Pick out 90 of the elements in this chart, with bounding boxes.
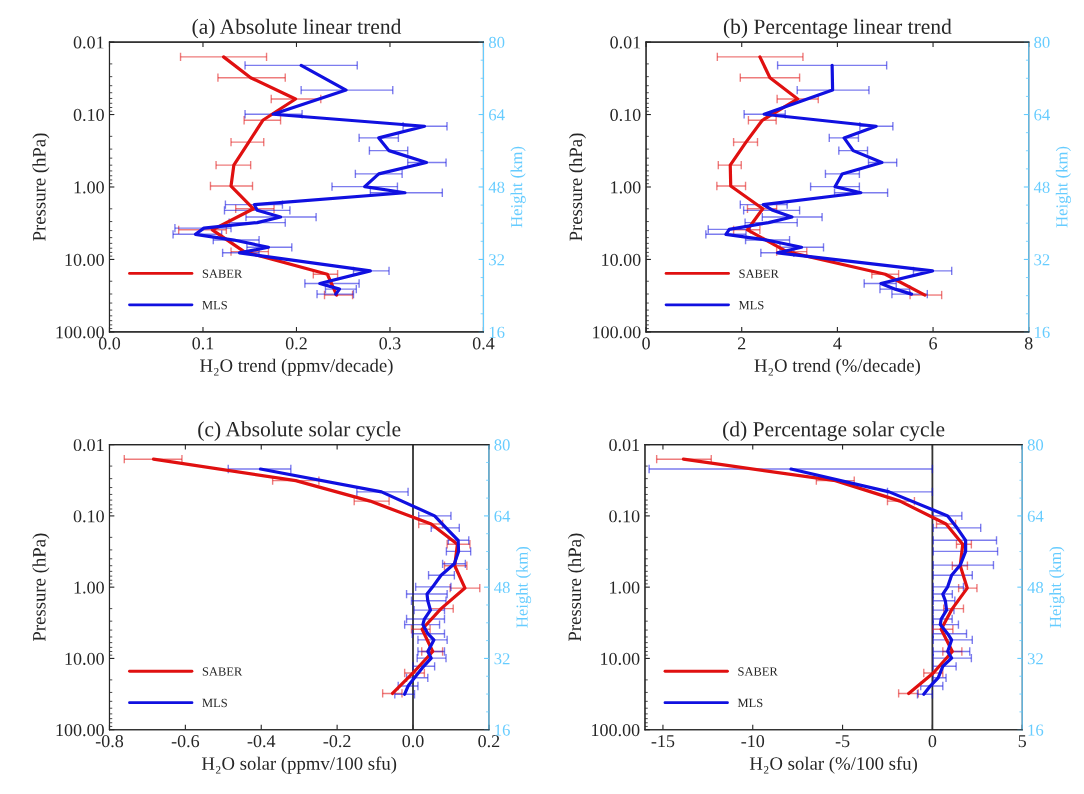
line-series bbox=[193, 63, 429, 296]
x-tick-label: -5 bbox=[835, 735, 850, 748]
y2-tick-label: 32 bbox=[1034, 254, 1050, 266]
y-tick-label: 0.01 bbox=[73, 36, 104, 49]
x-tick-label: -0.6 bbox=[171, 735, 200, 748]
y-tick-label: 1.00 bbox=[610, 581, 640, 594]
y-tick-label: 100.00 bbox=[56, 326, 104, 339]
x-tick-label: 4 bbox=[833, 337, 842, 350]
y2-tick-label: 64 bbox=[494, 510, 511, 522]
chart-title: (a) Absolute linear trend bbox=[192, 18, 402, 39]
x-tick-label: 0.2 bbox=[478, 735, 500, 748]
y2-tick-label: 16 bbox=[1028, 724, 1044, 736]
y2-axis-title: Height (km) bbox=[1049, 546, 1065, 628]
x-tick-label: -0.8 bbox=[95, 735, 124, 748]
y2-tick-label: 32 bbox=[1027, 653, 1043, 665]
y-tick-label: 0.10 bbox=[73, 510, 104, 523]
chart-title: (c) Absolute solar cycle bbox=[198, 421, 401, 441]
x-tick-label: 0.0 bbox=[402, 735, 424, 748]
y-axis-title: Pressure (hPa) bbox=[567, 533, 585, 642]
x-tick-label: 6 bbox=[929, 337, 938, 350]
y2-tick-label: 48 bbox=[488, 181, 505, 193]
y-tick-label: 1.00 bbox=[74, 181, 104, 194]
x-tick-label: 0.3 bbox=[379, 337, 401, 350]
chart-title: (d) Percentage solar cycle bbox=[723, 421, 945, 441]
legend-label: MLS bbox=[738, 300, 764, 310]
y2-tick-label: 64 bbox=[1027, 510, 1044, 522]
y2-tick-label: 16 bbox=[489, 326, 505, 338]
x-tick-label: -15 bbox=[651, 735, 675, 748]
legend-label: SABER bbox=[202, 667, 243, 676]
y2-tick-label: 16 bbox=[1035, 326, 1050, 338]
x-tick-label: 0.0 bbox=[98, 337, 121, 350]
y2-tick-label: 48 bbox=[1027, 581, 1044, 594]
y-tick-label: 0.01 bbox=[610, 36, 641, 49]
legend-label: SABER bbox=[202, 269, 243, 278]
x-tick-label: 8 bbox=[1024, 337, 1033, 350]
line-series bbox=[151, 457, 467, 696]
y-tick-label: 100.00 bbox=[56, 723, 104, 737]
y2-tick-label: 80 bbox=[1034, 36, 1050, 49]
y-tick-label: 0.10 bbox=[73, 108, 104, 122]
legend-label: MLS bbox=[202, 300, 227, 310]
y2-tick-label: 64 bbox=[489, 109, 505, 121]
y2-tick-label: 16 bbox=[495, 724, 510, 736]
y2-tick-label: 32 bbox=[489, 254, 505, 266]
x-tick-label: -10 bbox=[741, 735, 765, 748]
y-axis-title: Pressure (hPa) bbox=[32, 533, 50, 642]
line-series bbox=[258, 467, 461, 696]
legend-label: MLS bbox=[737, 698, 763, 708]
y-tick-label: 0.01 bbox=[609, 438, 640, 452]
y2-tick-label: 80 bbox=[488, 36, 505, 49]
x-tick-label: 0.2 bbox=[285, 337, 307, 350]
legend-label: SABER bbox=[739, 269, 779, 278]
y-tick-label: 0.10 bbox=[610, 108, 641, 122]
x-tick-label: 0 bbox=[642, 337, 650, 350]
legend-label: SABER bbox=[738, 667, 778, 676]
line-series bbox=[681, 457, 969, 696]
x-tick-label: 2 bbox=[738, 337, 746, 350]
y-tick-label: 10.00 bbox=[65, 253, 104, 266]
x-axis-title: H₂O solar (ppmv/100 sfu) bbox=[201, 756, 397, 774]
y2-tick-label: 80 bbox=[1027, 439, 1044, 451]
y-tick-label: 100.00 bbox=[593, 326, 641, 339]
x-tick-label: 0.4 bbox=[472, 337, 495, 350]
x-tick-label: 0.1 bbox=[192, 337, 214, 350]
y2-axis-title: Height (km) bbox=[1055, 146, 1071, 228]
y2-axis-title: Height (km) bbox=[515, 546, 532, 628]
y-tick-label: 100.00 bbox=[592, 723, 640, 737]
y-tick-label: 0.10 bbox=[609, 510, 640, 523]
y-tick-label: 10.00 bbox=[602, 253, 641, 266]
y-axis-title: Pressure (hPa) bbox=[568, 133, 586, 241]
x-tick-label: 0 bbox=[928, 735, 937, 748]
chart-title: (b) Percentage linear trend bbox=[723, 18, 952, 39]
x-axis-title: H₂O trend (%/decade) bbox=[754, 358, 920, 376]
y-tick-label: 10.00 bbox=[65, 652, 104, 665]
x-axis-title: H₂O trend (ppmv/decade) bbox=[200, 358, 393, 376]
y-tick-label: 1.00 bbox=[611, 181, 641, 194]
line-series bbox=[789, 467, 968, 696]
y-axis-title: Pressure (hPa) bbox=[32, 133, 50, 241]
y2-tick-label: 80 bbox=[494, 439, 510, 451]
x-tick-label: -0.2 bbox=[323, 735, 351, 748]
x-tick-label: -0.4 bbox=[247, 735, 276, 748]
y-tick-label: 0.01 bbox=[73, 438, 104, 452]
y2-tick-label: 48 bbox=[1033, 181, 1050, 193]
y2-tick-label: 48 bbox=[494, 581, 510, 594]
legend-label: MLS bbox=[202, 698, 227, 708]
y-tick-label: 1.00 bbox=[74, 581, 104, 594]
y2-axis-title: Height (km) bbox=[510, 146, 526, 228]
y2-tick-label: 64 bbox=[1034, 109, 1050, 121]
x-axis-title: H₂O solar (%/100 sfu) bbox=[749, 756, 918, 774]
y2-tick-label: 32 bbox=[494, 653, 510, 665]
x-tick-label: 5 bbox=[1018, 735, 1027, 748]
y-tick-label: 10.00 bbox=[601, 652, 640, 665]
